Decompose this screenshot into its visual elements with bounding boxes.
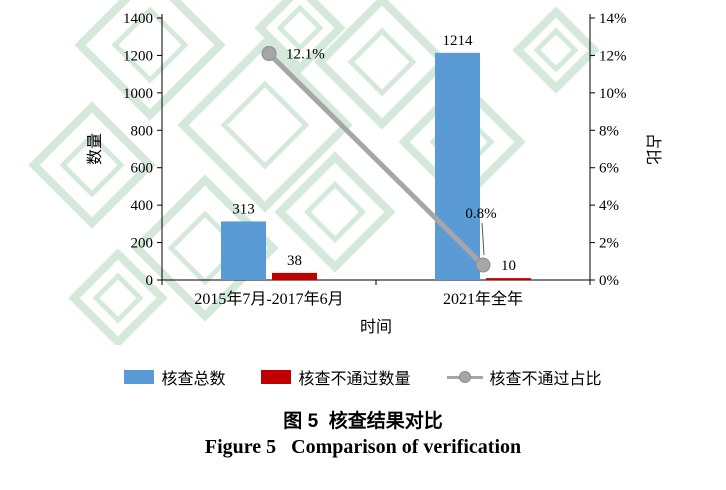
line-marker <box>261 46 277 62</box>
legend-item-1: 核查总数 <box>124 365 225 389</box>
legend-bar-swatch <box>124 370 155 384</box>
line-value-label: 0.8% <box>465 206 496 222</box>
legend-line-marker <box>458 371 471 383</box>
left-axis-tick-label: 1000 <box>123 86 153 102</box>
figure-caption-chinese: 图 5 核查结果对比 <box>283 411 443 432</box>
line-value-label: 12.1% <box>286 47 325 63</box>
legend-item-3: 核查不通过占比 <box>446 365 602 389</box>
bar <box>486 278 531 280</box>
background-watermark <box>28 0 600 345</box>
right-axis-tick-label: 12% <box>599 48 627 64</box>
bar-value-label: 1214 <box>443 33 474 49</box>
right-axis-tick-label: 2% <box>599 236 619 252</box>
label-leader-line <box>481 222 485 256</box>
right-axis-tick-label: 6% <box>599 161 619 177</box>
left-axis-tick-label: 600 <box>131 161 154 177</box>
line-series <box>266 51 486 268</box>
left-axis-tick-label: 800 <box>131 123 154 139</box>
left-axis-tick-label: 1200 <box>123 48 153 64</box>
legend-line-swatch <box>446 370 483 384</box>
legend-label: 核查不通过占比 <box>489 371 602 388</box>
left-axis-tick-label: 200 <box>131 236 154 252</box>
right-axis-tick-label: 10% <box>599 86 627 102</box>
right-axis-tick-label: 4% <box>599 198 619 214</box>
legend-label: 核查不通过数量 <box>298 371 411 388</box>
right-axis-tick-label: 14% <box>599 11 627 27</box>
x-axis-category-label: 2021年全年 <box>443 290 523 308</box>
x-axis-title: 时间 <box>360 318 392 336</box>
legend-label: 核查总数 <box>161 371 226 388</box>
bar <box>435 52 480 281</box>
left-axis-title: 数量 <box>86 133 104 165</box>
verification-chart: 0 200 400 600 800 1000 1200 1400 0% 2% 4% 6% 8% 10% 12… <box>28 0 662 345</box>
left-axis-tick-label: 0 <box>146 273 154 289</box>
left-axis-tick-label: 400 <box>131 198 154 214</box>
right-axis-title: 占比 <box>644 133 662 165</box>
chart-legend: 核查总数 核查不通过数量 核查不通过占比 <box>0 365 726 389</box>
bar-value-label: 10 <box>501 258 516 274</box>
legend-item-2: 核查不通过数量 <box>261 365 411 389</box>
bar-value-label: 313 <box>232 201 255 217</box>
bar <box>221 221 266 280</box>
legend-bar-swatch <box>261 370 292 384</box>
right-axis-tick-label: 8% <box>599 123 619 139</box>
x-axis-category-label: 2015年7月-2017年6月 <box>194 290 343 308</box>
bar-value-label: 38 <box>287 253 302 269</box>
right-axis-tick-label: 0% <box>599 273 619 289</box>
left-axis-tick-label: 1400 <box>123 11 153 27</box>
line-marker <box>475 257 491 273</box>
bar <box>272 272 317 280</box>
figure-caption-english: Figure 5 Comparison of verification <box>204 436 522 458</box>
bar-series-2 <box>272 272 531 280</box>
